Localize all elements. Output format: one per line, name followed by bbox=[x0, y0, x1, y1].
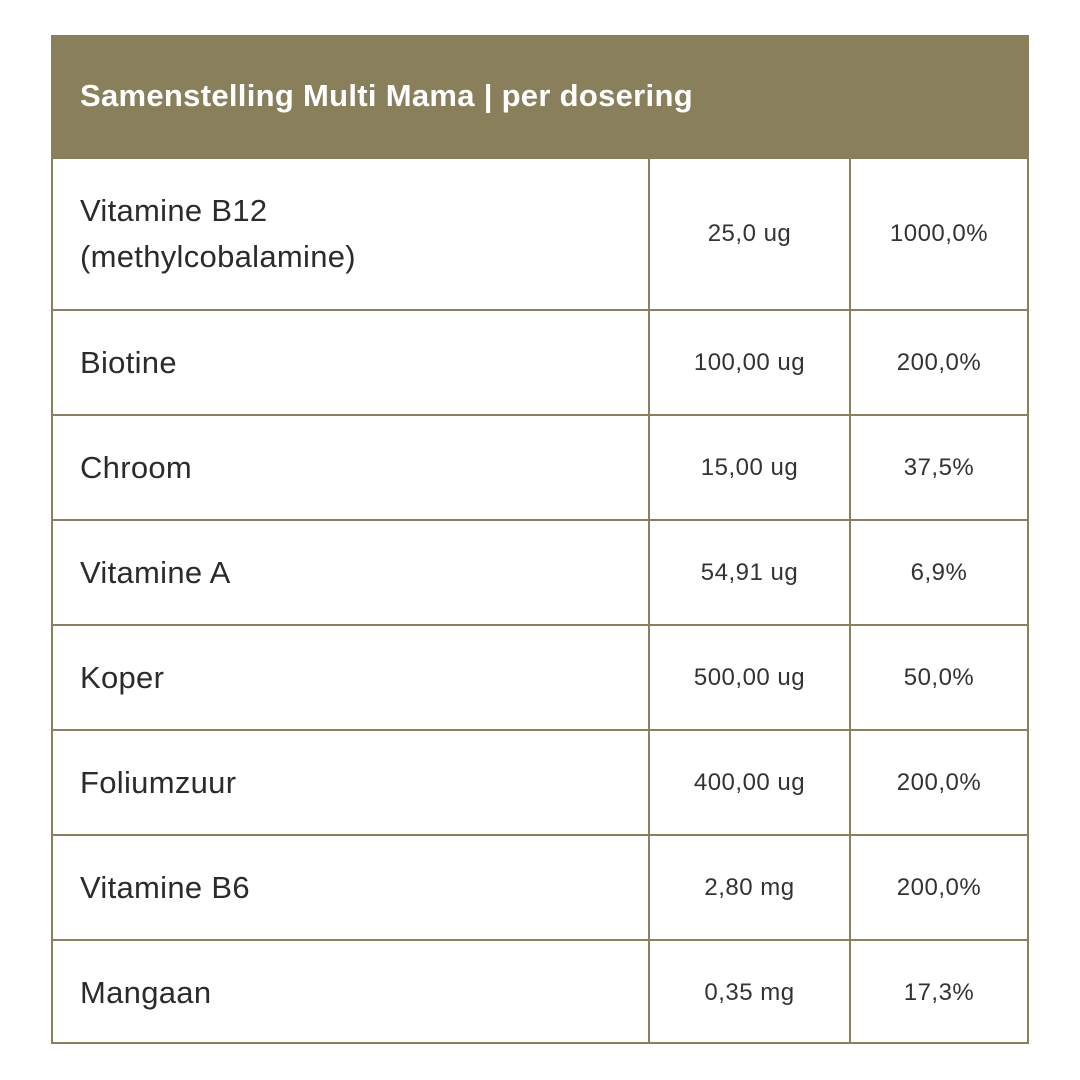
amount-cell: 0,35 mg bbox=[648, 941, 849, 1044]
nutrient-name-cell: Vitamine A bbox=[53, 521, 648, 624]
nutrient-name-cell: Mangaan bbox=[53, 941, 648, 1044]
table-row: Vitamine A 54,91 ug 6,9% bbox=[53, 519, 1027, 624]
reference-percent-cell: 200,0% bbox=[849, 836, 1027, 939]
reference-percent-cell: 6,9% bbox=[849, 521, 1027, 624]
nutrient-name-cell: Koper bbox=[53, 626, 648, 729]
nutrient-name: Koper bbox=[80, 659, 165, 695]
table-row: Vitamine B6 2,80 mg 200,0% bbox=[53, 834, 1027, 939]
table-title: Samenstelling Multi Mama | per dosering bbox=[80, 78, 693, 113]
nutrient-name: Vitamine A bbox=[80, 554, 231, 590]
amount-cell: 100,00 ug bbox=[648, 311, 849, 414]
table-row: Foliumzuur 400,00 ug 200,0% bbox=[53, 729, 1027, 834]
nutrient-name: Foliumzuur bbox=[80, 764, 237, 800]
amount-cell: 15,00 ug bbox=[648, 416, 849, 519]
table-row: Biotine 100,00 ug 200,0% bbox=[53, 309, 1027, 414]
nutrient-name: Vitamine B12 (methylcobalamine) bbox=[80, 193, 356, 274]
reference-percent-cell: 200,0% bbox=[849, 311, 1027, 414]
table-row: Koper 500,00 ug 50,0% bbox=[53, 624, 1027, 729]
reference-percent-cell: 1000,0% bbox=[849, 159, 1027, 309]
nutrient-name: Biotine bbox=[80, 344, 177, 380]
nutrient-name-cell: Biotine bbox=[53, 311, 648, 414]
amount-cell: 2,80 mg bbox=[648, 836, 849, 939]
amount-cell: 54,91 ug bbox=[648, 521, 849, 624]
table-row: Mangaan 0,35 mg 17,3% bbox=[53, 939, 1027, 1044]
table-row: Vitamine B12 (methylcobalamine) 25,0 ug … bbox=[53, 159, 1027, 309]
amount-cell: 500,00 ug bbox=[648, 626, 849, 729]
amount-cell: 400,00 ug bbox=[648, 731, 849, 834]
nutrient-name: Vitamine B6 bbox=[80, 869, 250, 905]
nutrient-name: Chroom bbox=[80, 449, 193, 485]
nutrient-name-cell: Vitamine B12 (methylcobalamine) bbox=[53, 159, 648, 309]
nutrient-name-cell: Chroom bbox=[53, 416, 648, 519]
amount-cell: 25,0 ug bbox=[648, 159, 849, 309]
reference-percent-cell: 17,3% bbox=[849, 941, 1027, 1044]
nutrient-name-cell: Vitamine B6 bbox=[53, 836, 648, 939]
table-row: Chroom 15,00 ug 37,5% bbox=[53, 414, 1027, 519]
reference-percent-cell: 200,0% bbox=[849, 731, 1027, 834]
table-header: Samenstelling Multi Mama | per dosering bbox=[53, 37, 1027, 159]
composition-table: Samenstelling Multi Mama | per dosering … bbox=[51, 35, 1029, 1044]
reference-percent-cell: 37,5% bbox=[849, 416, 1027, 519]
nutrient-name-cell: Foliumzuur bbox=[53, 731, 648, 834]
table-body: Vitamine B12 (methylcobalamine) 25,0 ug … bbox=[53, 159, 1027, 1044]
reference-percent-cell: 50,0% bbox=[849, 626, 1027, 729]
nutrient-name: Mangaan bbox=[80, 974, 212, 1010]
